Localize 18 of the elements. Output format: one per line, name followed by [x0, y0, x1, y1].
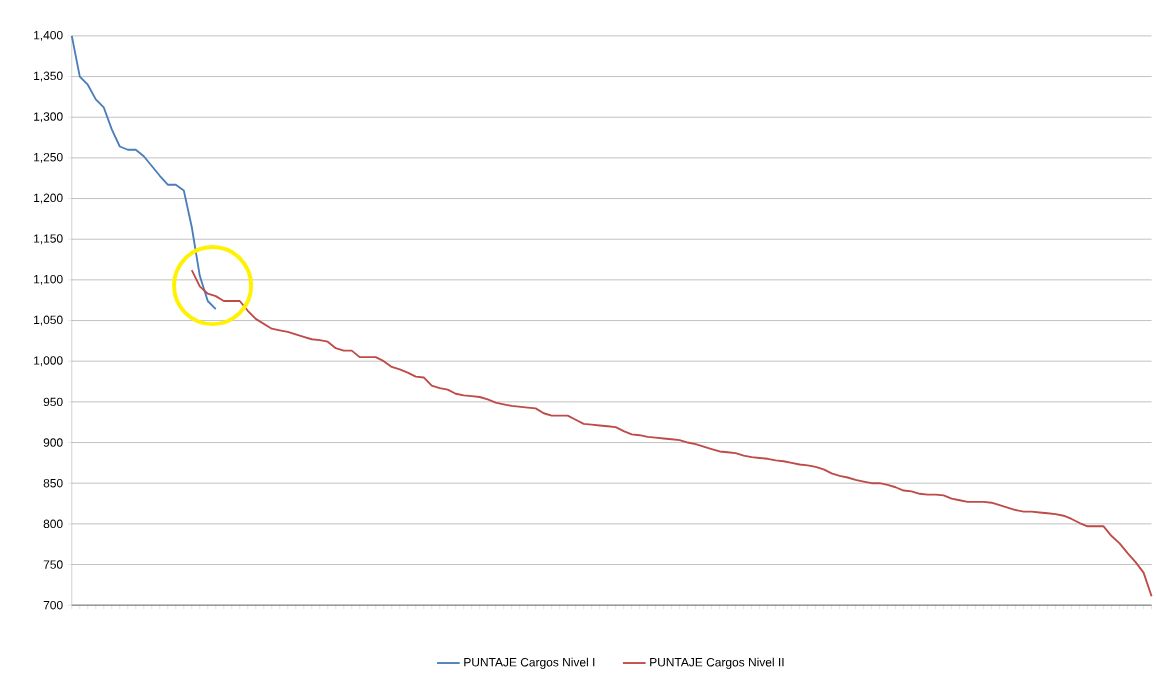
y-tick-label: 1,250 [34, 153, 63, 163]
y-tick-label: 950 [43, 397, 63, 407]
y-tick-label: 900 [43, 438, 63, 447]
y-tick-label: 700 [43, 601, 63, 610]
y-tick-label: 1,000 [34, 356, 63, 367]
legend-label: PUNTAJE Cargos Nivel II [650, 657, 784, 669]
legend-label: PUNTAJE Cargos Nivel I [464, 657, 595, 669]
y-tick-label: 1,100 [34, 275, 63, 285]
y-tick-label: 1,350 [34, 71, 63, 82]
y-tick-label: 850 [43, 479, 63, 488]
y-tick-label: 1,300 [34, 112, 63, 123]
y-tick-label: 750 [43, 560, 63, 569]
y-tick-label: 1,150 [34, 234, 63, 245]
y-tick-label: 1,200 [34, 193, 63, 204]
line-series [70, 35, 217, 311]
y-tick-label: 800 [43, 519, 63, 529]
y-tick-label: 1,050 [34, 315, 63, 326]
y-tick-label: 1,400 [34, 31, 63, 41]
